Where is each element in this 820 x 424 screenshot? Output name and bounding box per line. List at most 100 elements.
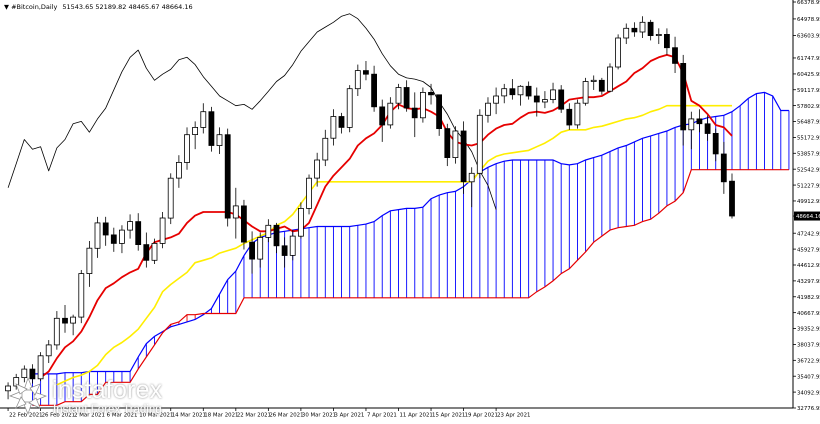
candle: [655, 28, 662, 45]
candle: [550, 82, 556, 104]
candle: [216, 127, 223, 154]
candle: [78, 269, 85, 324]
candle: [444, 123, 451, 167]
candle-body-down: [631, 27, 638, 33]
candle-body-up: [216, 134, 223, 146]
candle: [175, 155, 182, 188]
candle: [598, 77, 605, 95]
candle: [257, 232, 264, 268]
candle-body-down: [647, 21, 654, 36]
candle-body-up: [5, 385, 11, 392]
watermark-tagline: Instant Forex Trading: [53, 404, 162, 416]
candle-body-up: [70, 316, 76, 324]
candle: [485, 97, 491, 123]
candle-body-up: [623, 27, 630, 39]
candle-body-up: [582, 81, 589, 104]
candle-body-down: [208, 111, 215, 146]
candle-body-up: [151, 242, 158, 261]
candle-body-up: [13, 377, 20, 387]
candle: [509, 79, 516, 100]
candle-body-up: [655, 34, 662, 37]
candle: [346, 85, 353, 133]
candle-body-down: [664, 34, 670, 49]
price-tick-label: 44612.95: [797, 263, 820, 269]
candle: [273, 222, 280, 254]
candle-body-up: [200, 111, 207, 128]
indicator-lines: [7, 13, 733, 386]
candle-body-down: [558, 89, 565, 110]
price-tick-label: 56487.95: [797, 120, 820, 126]
candle: [428, 83, 434, 105]
candle: [362, 60, 369, 81]
candle: [460, 121, 467, 194]
candle-body-down: [371, 73, 378, 108]
candle: [265, 219, 272, 243]
date-tick-label: 19 Apr 2021: [465, 413, 498, 419]
candle: [647, 19, 654, 41]
candle: [501, 83, 508, 104]
candle-body-up: [265, 224, 272, 238]
price-tick-label: 39352.95: [797, 327, 820, 333]
candle: [615, 34, 621, 70]
candle-body-down: [62, 317, 68, 324]
tenkan-sen-line: [40, 54, 733, 379]
candle-body-down: [436, 94, 443, 130]
date-tick-label: 26 Feb 2021: [42, 413, 76, 419]
date-tick-label: 3 Apr 2021: [334, 413, 364, 419]
candle-body-down: [712, 132, 719, 155]
candle: [558, 85, 565, 113]
candle: [135, 213, 142, 251]
candle: [94, 216, 101, 258]
price-tick-label: 51227.95: [797, 183, 820, 189]
candle-body-up: [501, 88, 508, 97]
candle-body-up: [306, 177, 312, 209]
candle-body-down: [249, 241, 256, 260]
candle: [110, 227, 117, 252]
candle: [208, 106, 215, 152]
header-ohlc: 51543.65 52189.82 48465.67 48664.16: [62, 3, 192, 11]
candle-body-down: [273, 224, 280, 247]
price-tick-label: 66378.99: [797, 0, 820, 6]
candle: [517, 85, 524, 106]
candle: [62, 305, 68, 333]
candle-body-up: [21, 368, 28, 379]
candle: [306, 174, 312, 215]
candle: [240, 199, 247, 250]
candle: [53, 311, 60, 350]
kijun-sen-line: [56, 104, 732, 386]
date-tick-label: 10 Mar 2021: [139, 413, 173, 419]
candle-body-down: [29, 368, 36, 380]
price-tick-label: 45927.95: [797, 247, 820, 253]
candle: [729, 173, 735, 219]
date-tick-label: 22 Mar 2021: [237, 413, 271, 419]
candle: [411, 92, 418, 138]
candle-body-up: [688, 118, 695, 131]
senkou-span-b: [32, 169, 789, 406]
instaforex-watermark: instaforex Instant Forex Trading: [8, 376, 183, 418]
candle: [102, 216, 109, 246]
candle-body-up: [232, 205, 239, 219]
price-axis: 66378.99 64978.95 63603.95 61747.95 60425.95…: [793, 0, 820, 412]
candle-body-up: [639, 21, 646, 33]
date-tick-label: 15 Apr 2021: [432, 413, 465, 419]
candles: [5, 16, 735, 400]
candle: [29, 364, 36, 384]
candle-body-down: [672, 47, 678, 64]
candle: [354, 64, 361, 96]
price-tick-label: 55172.95: [797, 136, 820, 142]
candle-body-down: [240, 205, 247, 243]
candle-body-up: [607, 66, 613, 92]
candle: [566, 103, 573, 130]
candle-body-up: [468, 172, 475, 183]
price-tick-label: 61747.95: [797, 56, 820, 62]
candle: [289, 230, 296, 261]
candle-body-up: [550, 89, 556, 101]
date-tick-label: 26 Mar 2021: [269, 413, 303, 419]
candle-body-up: [37, 355, 44, 380]
date-tick-label: 23 Apr 2021: [497, 413, 530, 419]
candle: [712, 128, 719, 162]
candle: [419, 87, 426, 123]
candle: [13, 373, 20, 390]
candle-body-up: [574, 102, 581, 126]
